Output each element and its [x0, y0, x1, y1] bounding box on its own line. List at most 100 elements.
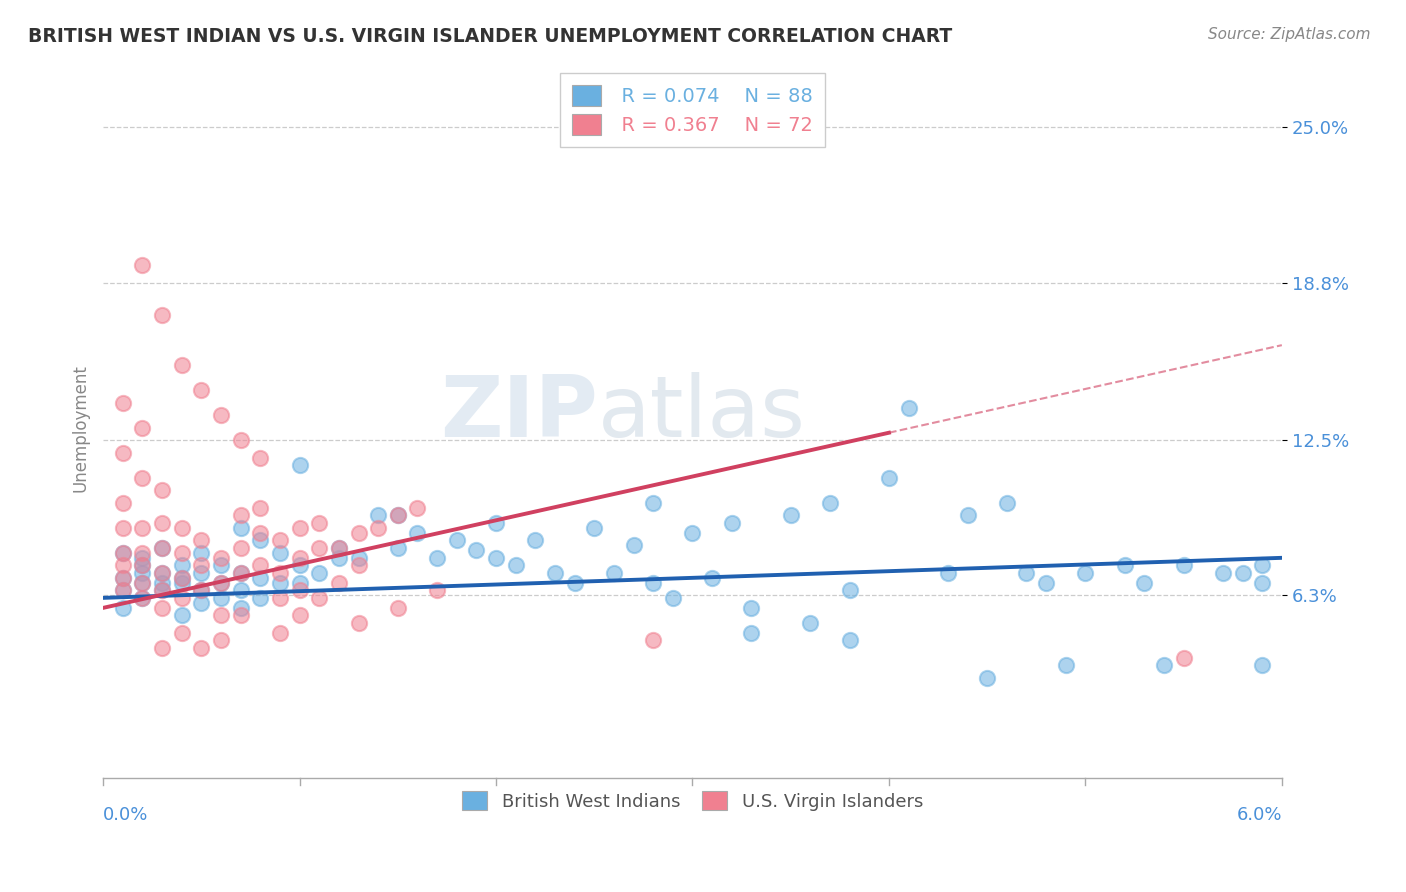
- Text: Source: ZipAtlas.com: Source: ZipAtlas.com: [1208, 27, 1371, 42]
- Point: [740, 600, 762, 615]
- Point: [740, 626, 762, 640]
- Point: [1251, 575, 1274, 590]
- Point: [308, 541, 330, 555]
- Point: [328, 541, 350, 555]
- Point: [131, 591, 153, 605]
- Point: [269, 533, 291, 548]
- Point: [249, 558, 271, 573]
- Point: [111, 583, 134, 598]
- Point: [995, 496, 1018, 510]
- Point: [229, 566, 252, 580]
- Point: [1035, 575, 1057, 590]
- Point: [190, 558, 212, 573]
- Point: [131, 566, 153, 580]
- Point: [426, 583, 449, 598]
- Point: [1114, 558, 1136, 573]
- Point: [288, 521, 311, 535]
- Point: [150, 575, 173, 590]
- Point: [249, 591, 271, 605]
- Point: [623, 538, 645, 552]
- Point: [799, 615, 821, 630]
- Point: [347, 615, 370, 630]
- Point: [229, 434, 252, 448]
- Point: [288, 575, 311, 590]
- Point: [170, 571, 193, 585]
- Point: [111, 521, 134, 535]
- Point: [1133, 575, 1156, 590]
- Point: [111, 600, 134, 615]
- Point: [446, 533, 468, 548]
- Point: [150, 566, 173, 580]
- Point: [111, 558, 134, 573]
- Point: [347, 550, 370, 565]
- Point: [131, 558, 153, 573]
- Point: [505, 558, 527, 573]
- Point: [209, 575, 232, 590]
- Point: [229, 508, 252, 523]
- Point: [170, 546, 193, 560]
- Point: [347, 525, 370, 540]
- Point: [897, 401, 920, 415]
- Point: [209, 633, 232, 648]
- Point: [485, 516, 508, 530]
- Point: [779, 508, 801, 523]
- Point: [1232, 566, 1254, 580]
- Point: [956, 508, 979, 523]
- Point: [209, 575, 232, 590]
- Point: [1173, 651, 1195, 665]
- Point: [1251, 658, 1274, 673]
- Point: [269, 591, 291, 605]
- Point: [387, 508, 409, 523]
- Point: [111, 546, 134, 560]
- Point: [170, 626, 193, 640]
- Point: [249, 500, 271, 515]
- Point: [150, 640, 173, 655]
- Point: [700, 571, 723, 585]
- Point: [288, 608, 311, 623]
- Point: [131, 521, 153, 535]
- Text: atlas: atlas: [598, 372, 806, 455]
- Point: [190, 583, 212, 598]
- Point: [170, 358, 193, 372]
- Point: [347, 558, 370, 573]
- Point: [328, 541, 350, 555]
- Point: [111, 395, 134, 409]
- Point: [682, 525, 704, 540]
- Point: [288, 550, 311, 565]
- Point: [150, 483, 173, 498]
- Point: [229, 608, 252, 623]
- Point: [170, 571, 193, 585]
- Point: [1153, 658, 1175, 673]
- Point: [1074, 566, 1097, 580]
- Point: [190, 640, 212, 655]
- Point: [308, 591, 330, 605]
- Point: [406, 525, 429, 540]
- Point: [131, 575, 153, 590]
- Point: [249, 533, 271, 548]
- Point: [877, 471, 900, 485]
- Point: [564, 575, 586, 590]
- Point: [170, 608, 193, 623]
- Legend: British West Indians, U.S. Virgin Islanders: British West Indians, U.S. Virgin Island…: [454, 784, 931, 818]
- Point: [170, 558, 193, 573]
- Point: [269, 546, 291, 560]
- Point: [249, 450, 271, 465]
- Point: [1015, 566, 1038, 580]
- Point: [583, 521, 606, 535]
- Point: [131, 591, 153, 605]
- Point: [269, 575, 291, 590]
- Point: [288, 458, 311, 473]
- Y-axis label: Unemployment: Unemployment: [72, 364, 89, 491]
- Point: [111, 496, 134, 510]
- Point: [662, 591, 685, 605]
- Point: [229, 566, 252, 580]
- Point: [131, 258, 153, 272]
- Point: [643, 633, 665, 648]
- Point: [150, 583, 173, 598]
- Point: [131, 550, 153, 565]
- Point: [229, 600, 252, 615]
- Point: [190, 583, 212, 598]
- Point: [111, 446, 134, 460]
- Point: [838, 583, 860, 598]
- Point: [1212, 566, 1234, 580]
